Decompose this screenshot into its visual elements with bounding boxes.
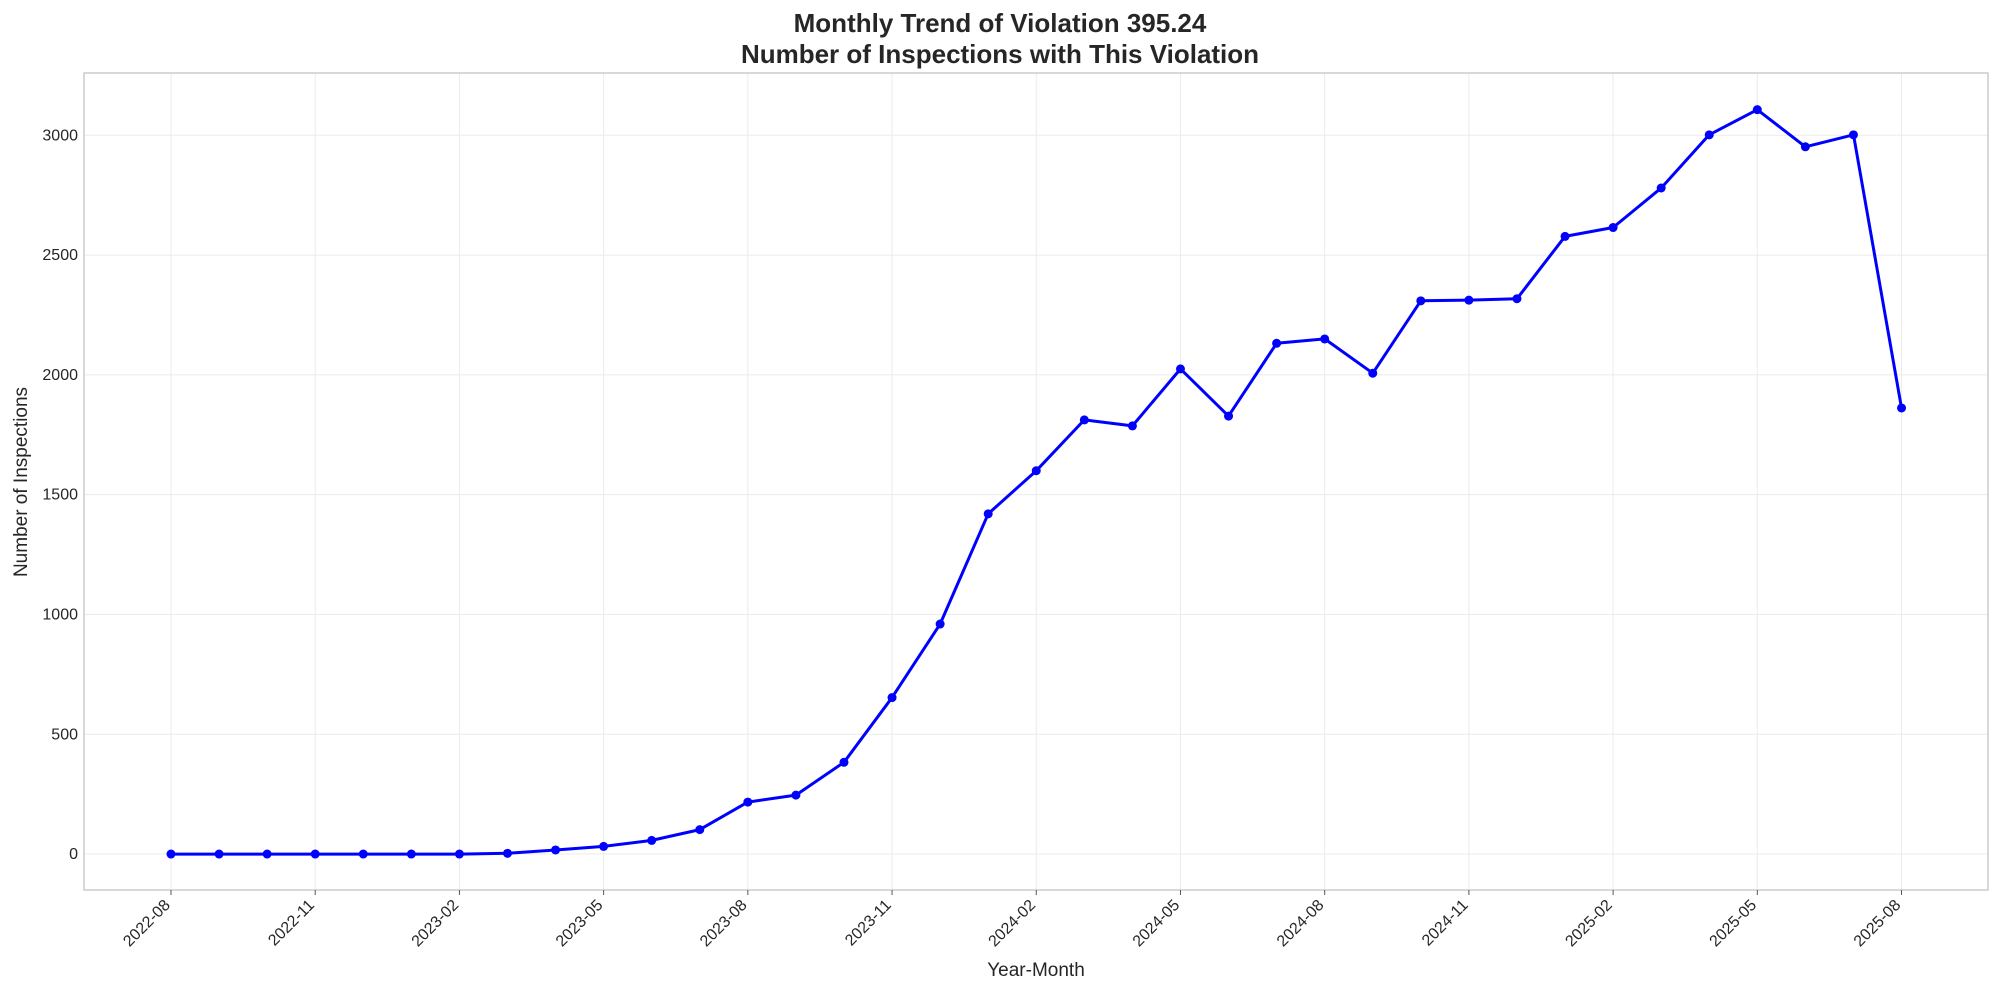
- y-tick-label: 2000: [42, 367, 78, 384]
- data-point: [551, 845, 561, 855]
- grid-lines: [84, 73, 1988, 890]
- data-point: [1416, 296, 1426, 306]
- data-point: [166, 849, 176, 859]
- x-tick-label: 2025-08: [1851, 897, 1905, 951]
- chart-title: Monthly Trend of Violation 395.24 Number…: [0, 8, 2000, 70]
- data-point: [887, 693, 897, 703]
- data-point: [1608, 223, 1618, 233]
- data-point: [1320, 334, 1330, 344]
- data-point: [1031, 466, 1041, 476]
- x-axis-label: Year-Month: [987, 960, 1085, 981]
- data-point: [1175, 364, 1185, 374]
- x-tick-label: 2024-02: [986, 897, 1040, 951]
- data-point: [454, 849, 464, 859]
- data-point: [1800, 142, 1810, 152]
- data-point: [983, 509, 993, 519]
- data-point: [1560, 231, 1570, 241]
- x-tick-label: 2024-05: [1130, 897, 1184, 951]
- x-tick-label: 2023-02: [409, 897, 463, 951]
- x-tick-label: 2022-08: [120, 897, 174, 951]
- x-tick-label: 2023-08: [697, 897, 751, 951]
- data-point: [1752, 105, 1762, 115]
- data-point: [1127, 421, 1137, 431]
- data-point: [647, 835, 657, 845]
- data-point: [599, 841, 609, 851]
- y-tick-label: 0: [69, 846, 78, 863]
- data-point: [1512, 294, 1522, 304]
- data-point: [1464, 295, 1474, 305]
- data-point: [1704, 130, 1714, 140]
- data-point: [935, 619, 945, 629]
- chart-title-line-1: Monthly Trend of Violation 395.24: [793, 8, 1207, 38]
- data-point: [743, 797, 753, 807]
- y-tick-label: 1000: [42, 606, 78, 623]
- data-point: [1272, 338, 1282, 348]
- x-axis-ticks: 2022-08 2022-11 2023-02 2023-05 2023-08 2023-…: [120, 890, 1904, 950]
- x-tick-label: 2023-11: [842, 897, 895, 950]
- data-point: [406, 849, 416, 859]
- data-point: [1848, 130, 1858, 140]
- data-point: [502, 848, 512, 858]
- data-point: [1368, 368, 1378, 378]
- data-point: [695, 825, 705, 835]
- x-tick-label: 2023-05: [553, 897, 607, 951]
- x-tick-label: 2022-11: [265, 897, 318, 950]
- data-point: [1224, 411, 1234, 421]
- x-tick-label: 2025-02: [1562, 897, 1616, 951]
- y-tick-label: 1500: [42, 487, 78, 504]
- y-axis-ticks: 0 500 1000 1500 2000 2500 3000: [42, 127, 78, 863]
- data-point: [1079, 415, 1089, 425]
- y-tick-label: 500: [51, 726, 78, 743]
- data-point: [310, 849, 320, 859]
- data-point: [262, 849, 272, 859]
- x-tick-label: 2024-08: [1274, 897, 1328, 951]
- data-point: [1656, 183, 1666, 193]
- series-layer: [166, 105, 1907, 859]
- y-tick-label: 2500: [42, 247, 78, 264]
- x-tick-label: 2024-11: [1419, 897, 1472, 950]
- data-point: [214, 849, 224, 859]
- y-axis-label: Number of Inspections: [11, 387, 32, 577]
- x-tick-label: 2025-05: [1707, 897, 1761, 951]
- data-point: [839, 757, 849, 767]
- data-point: [358, 849, 368, 859]
- chart-title-line-2: Number of Inspections with This Violatio…: [740, 39, 1260, 69]
- data-point: [791, 790, 801, 800]
- y-tick-label: 3000: [42, 127, 78, 144]
- data-point: [1897, 403, 1907, 413]
